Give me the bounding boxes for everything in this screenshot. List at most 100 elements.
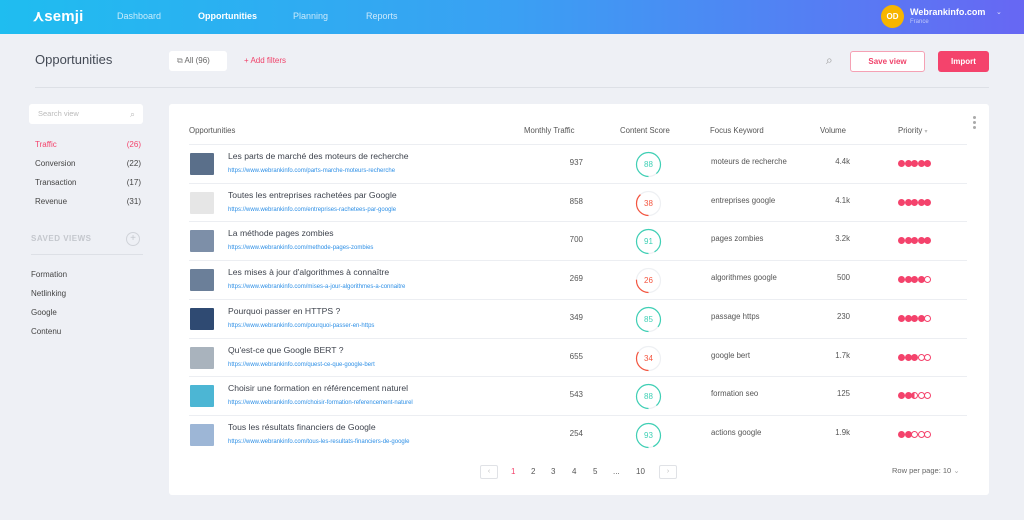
monthly-traffic: 269 [569,274,583,284]
article-thumbnail [190,153,214,175]
priority-rating [898,430,931,439]
copy-icon: ⧉ [177,56,185,65]
divider [31,254,143,255]
table-row[interactable]: Les parts de marché des moteurs de reche… [189,144,967,183]
article-title[interactable]: Toutes les entreprises rachetées par Goo… [228,189,397,200]
article-title[interactable]: La méthode pages zombies [228,228,334,239]
priority-dot [898,198,905,206]
saved-views-heading: SAVED VIEWS [31,234,92,243]
saved-view-item[interactable]: Netlinking [31,289,67,298]
add-view-icon[interactable]: + [126,232,140,246]
priority-dot [898,276,905,284]
chevron-down-icon: ⌄ [953,466,960,475]
table-row[interactable]: Toutes les entreprises rachetées par Goo… [189,182,967,222]
priority-rating [898,276,931,284]
more-options-icon[interactable] [973,116,977,132]
score-ring [635,190,662,216]
save-view-button[interactable]: Save view [850,51,925,72]
article-title[interactable]: Les mises à jour d'algorithmes à connaît… [228,267,390,278]
article-url[interactable]: https://www.webrankinfo.com/pourquoi-pas… [228,322,375,329]
article-title[interactable]: Les parts de marché des moteurs de reche… [228,151,409,161]
volume: 4.1k [835,195,850,205]
article-url[interactable]: https://www.webrankinfo.com/parts-marche… [228,168,396,174]
focus-keyword: formation seo [711,389,759,399]
article-url[interactable]: https://www.webrankinfo.com/tous-les-res… [228,438,410,445]
all-filter-button[interactable]: ⧉ All (96) [169,51,227,71]
next-page-button[interactable]: › [659,465,677,479]
page-4[interactable]: 4 [572,467,577,476]
table-row[interactable]: Tous les résultats financiers de Google … [189,414,967,454]
rows-per-page-select[interactable]: Row per page: 10 ⌄ [892,466,960,475]
monthly-traffic: 543 [569,390,583,400]
chevron-down-icon[interactable]: ⌄ [996,9,1002,16]
score-value: 38 [644,198,653,208]
article-url[interactable]: https://www.webrankinfo.com/methode-page… [228,245,374,252]
article-title[interactable]: Tous les résultats financiers de Google [228,421,376,432]
monthly-traffic: 858 [569,196,583,206]
article-title[interactable]: Choisir une formation en référencement n… [228,383,409,394]
content-score: 93 [635,422,662,449]
col-focus-keyword[interactable]: Focus Keyword [710,126,764,135]
site-name[interactable]: Webrankinfo.com [910,7,986,17]
focus-keyword: passage https [711,311,760,321]
score-value: 34 [644,353,653,363]
search-view-input[interactable]: Search view ⌕ [29,104,143,124]
priority-dot [924,430,931,438]
priority-rating [898,392,931,400]
saved-view-item[interactable]: Formation [31,270,68,279]
semji-logo[interactable]: ⋏semji [33,8,84,25]
col-volume[interactable]: Volume [820,126,847,135]
content-score: 88 [635,151,662,178]
prev-page-button[interactable]: ‹ [480,465,498,479]
article-title[interactable]: Qu'est-ce que Google BERT ? [228,344,344,355]
priority-dot [898,314,905,322]
saved-view-item[interactable]: Google [31,308,57,317]
saved-view-item[interactable]: Contenu [31,327,62,336]
category-count: (31) [126,197,141,206]
divider [35,87,989,88]
table-row[interactable]: Les mises à jour d'algorithmes à connaît… [189,260,967,299]
page-1[interactable]: 1 [511,467,516,476]
article-thumbnail [190,269,214,292]
score-value: 93 [644,430,653,440]
content-score: 91 [635,228,662,255]
nav-planning[interactable]: Planning [293,11,329,21]
col-monthly-traffic[interactable]: Monthly Traffic [524,126,575,135]
page-2[interactable]: 2 [531,467,536,476]
priority-rating [898,237,931,245]
score-value: 85 [644,314,653,324]
avatar[interactable]: OD [881,5,904,28]
article-thumbnail [190,385,214,408]
nav-opportunities[interactable]: Opportunities [198,11,257,21]
nav-reports[interactable]: Reports [366,11,398,21]
page-3[interactable]: 3 [551,467,556,476]
col-priority[interactable]: Priority ▾ [898,126,928,135]
add-filters-link[interactable]: + Add filters [244,56,287,65]
category-label: Revenue [35,197,68,206]
priority-dot [898,430,905,438]
table-row[interactable]: Qu'est-ce que Google BERT ? https://www.… [189,337,967,377]
article-url[interactable]: https://www.webrankinfo.com/quest-ce-que… [228,361,375,368]
table-row[interactable]: Pourquoi passer en HTTPS ? https://www.w… [189,298,967,338]
table-row[interactable]: La méthode pages zombies https://www.web… [189,221,967,260]
priority-dot [911,392,918,400]
import-button[interactable]: Import [938,51,989,72]
priority-dot [924,392,931,400]
page-10[interactable]: 10 [636,467,645,476]
volume: 230 [836,311,850,321]
nav-dashboard[interactable]: Dashboard [117,11,162,21]
priority-dot [924,276,931,284]
priority-dot [898,353,905,361]
page-5[interactable]: 5 [593,467,598,476]
score-ring [635,229,662,255]
article-url[interactable]: https://www.webrankinfo.com/choisir-form… [228,400,413,407]
article-title[interactable]: Pourquoi passer en HTTPS ? [228,305,341,316]
article-url[interactable]: https://www.webrankinfo.com/mises-a-jour… [228,284,406,291]
article-thumbnail [190,423,214,446]
col-content-score[interactable]: Content Score [620,126,670,135]
score-ring [635,151,662,178]
search-icon[interactable]: ⌕ [826,53,833,67]
content-score: 85 [635,306,662,333]
table-row[interactable]: Choisir une formation en référencement n… [189,376,967,415]
article-url[interactable]: https://www.webrankinfo.com/entreprises-… [228,206,397,213]
